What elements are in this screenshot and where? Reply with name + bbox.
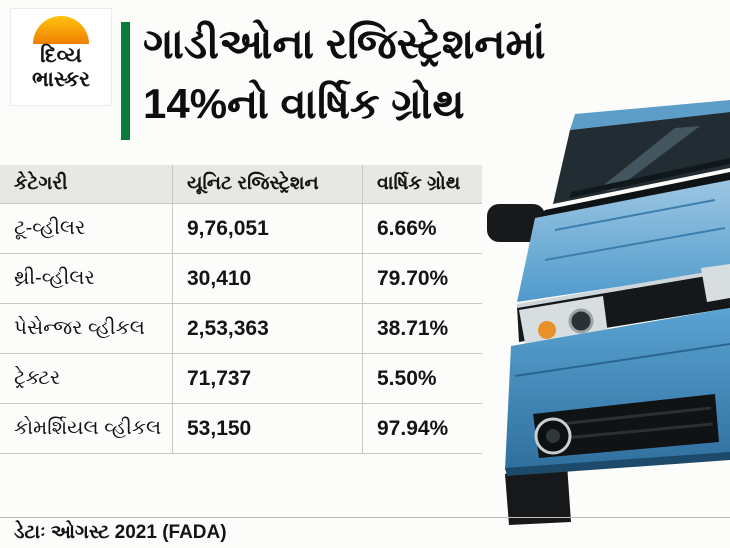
- divya-bhaskar-logo: દિવ્ય ભાસ્કર: [10, 8, 112, 106]
- title-line2: 14%નો વાર્ષિક ગ્રોથ: [143, 80, 465, 127]
- cell-registrations: 2,53,363: [172, 304, 362, 353]
- cell-category: થ્રી-વ્હીલર: [14, 267, 95, 289]
- cell-registrations: 30,410: [172, 254, 362, 303]
- table-row: કોમર્શિયલ વ્હીકલ 53,150 97.94%: [0, 403, 482, 453]
- column-header-category: કેટેગરી: [14, 173, 68, 194]
- cell-growth: 79.70%: [362, 254, 482, 303]
- cell-category: કોમર્શિયલ વ્હીકલ: [14, 417, 162, 439]
- title-line1: ગાડીઓના રજિસ્ટ્રેશનમાં: [143, 20, 546, 67]
- cell-registrations: 9,76,051: [172, 204, 362, 253]
- cell-growth: 6.66%: [362, 204, 482, 253]
- car-image: [475, 100, 730, 525]
- car-front-illustration: [487, 100, 730, 525]
- table-row: પેસેન્જર વ્હીકલ 2,53,363 38.71%: [0, 303, 482, 353]
- cell-registrations: 53,150: [172, 404, 362, 453]
- data-source: ડેટાઃ ઓગસ્ટ 2021 (FADA): [14, 522, 227, 543]
- table-header-row: કેટેગરી યૂનિટ રજિસ્ટ્રેશન વાર્ષિક ગ્રોથ: [0, 165, 482, 203]
- cell-growth: 97.94%: [362, 404, 482, 453]
- cell-category: પેસેન્જર વ્હીકલ: [14, 317, 145, 339]
- cell-growth: 5.50%: [362, 354, 482, 403]
- logo-text-line2: ભાસ્કર: [31, 67, 91, 91]
- table-row: થ્રી-વ્હીલર 30,410 79.70%: [0, 253, 482, 303]
- table-row: ટ્રેક્ટર 71,737 5.50%: [0, 353, 482, 403]
- registration-table: કેટેગરી યૂનિટ રજિસ્ટ્રેશન વાર્ષિક ગ્રોથ …: [0, 165, 482, 454]
- cell-category: ટૂ-વ્હીલર: [14, 217, 86, 239]
- cell-registrations: 71,737: [172, 354, 362, 403]
- footer-divider: [0, 517, 730, 518]
- logo-text-line1: દિવ્ય: [40, 44, 82, 67]
- sun-icon: [33, 16, 89, 44]
- column-header-annual-growth: વાર્ષિક ગ્રોથ: [362, 165, 482, 203]
- column-header-unit-registration: યૂનિટ રજિસ્ટ્રેશન: [172, 165, 362, 203]
- cell-category: ટ્રેક્ટર: [14, 367, 61, 389]
- table-row: ટૂ-વ્હીલર 9,76,051 6.66%: [0, 203, 482, 253]
- accent-bar: [121, 22, 130, 140]
- cell-growth: 38.71%: [362, 304, 482, 353]
- page-title: ગાડીઓના રજિસ્ટ્રેશનમાં 14%નો વાર્ષિક ગ્ર…: [143, 14, 545, 134]
